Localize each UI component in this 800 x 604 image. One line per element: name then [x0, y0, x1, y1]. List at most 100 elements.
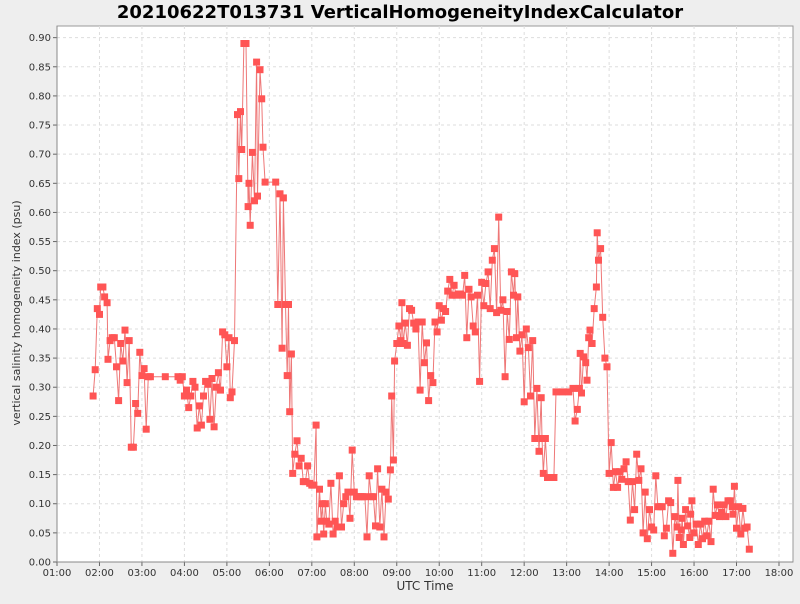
data-point [338, 523, 345, 531]
data-point [495, 213, 503, 221]
x-tick-label: 04:00 [170, 568, 199, 579]
x-tick-label: 08:00 [340, 568, 369, 579]
data-point [537, 394, 545, 402]
data-point [493, 309, 501, 317]
data-point [707, 538, 715, 546]
data-point [350, 488, 358, 496]
data-point [93, 305, 101, 313]
data-point [258, 95, 266, 103]
data-point [123, 379, 131, 387]
data-point [539, 469, 547, 477]
y-tick-label: 0.25 [29, 412, 51, 423]
data-point [313, 533, 321, 541]
data-point [522, 325, 530, 333]
data-point [429, 379, 437, 387]
data-point [132, 400, 140, 407]
data-point [662, 524, 670, 532]
data-point [389, 456, 397, 464]
data-point [713, 501, 721, 509]
data-point [686, 534, 694, 541]
data-point [238, 146, 246, 153]
data-point [185, 404, 193, 412]
data-point [580, 353, 588, 361]
data-point [276, 190, 284, 198]
data-point [595, 256, 602, 264]
data-point [134, 409, 142, 417]
data-point [180, 392, 188, 400]
data-point [511, 270, 519, 278]
data-point [499, 296, 507, 304]
data-point [278, 344, 286, 352]
y-tick-label: 0.80 [29, 91, 51, 102]
data-point [342, 493, 350, 501]
data-point [414, 318, 422, 326]
data-point [312, 421, 320, 429]
x-tick-label: 18:00 [765, 568, 794, 579]
data-point [221, 331, 229, 339]
data-point [96, 310, 103, 318]
data-point [605, 469, 613, 477]
data-point [674, 476, 682, 484]
data-point [372, 522, 379, 530]
data-point [535, 447, 543, 455]
data-point [398, 299, 406, 307]
grid-layer [56, 26, 793, 563]
data-point [433, 328, 441, 336]
data-point [599, 313, 607, 321]
data-point [735, 503, 743, 511]
data-point [467, 293, 475, 301]
data-point [646, 506, 653, 514]
data-point [677, 526, 685, 534]
data-point [582, 359, 590, 367]
y-tick-label: 0.45 [29, 295, 51, 306]
data-point [225, 334, 233, 342]
data-point [420, 359, 428, 367]
y-tick-label: 0.55 [29, 237, 51, 248]
data-point [709, 485, 717, 493]
data-point [510, 291, 517, 299]
data-point [121, 326, 129, 334]
data-point [737, 530, 745, 538]
data-point [248, 148, 256, 156]
data-point [682, 506, 690, 514]
data-point [325, 520, 333, 528]
data-point [575, 384, 583, 392]
data-point [660, 532, 668, 540]
data-point [235, 175, 243, 183]
x-tick-label: 06:00 [255, 568, 284, 579]
data-point [295, 462, 303, 470]
data-point [633, 450, 641, 458]
data-point [733, 524, 740, 532]
data-point [490, 245, 498, 253]
data-point [283, 372, 291, 380]
data-point [546, 474, 554, 481]
data-point [189, 377, 197, 385]
data-point [374, 465, 382, 473]
data-point [626, 516, 634, 524]
data-point [541, 435, 549, 442]
data-point [450, 281, 458, 289]
data-point [612, 468, 619, 476]
data-point [340, 500, 348, 508]
data-point [113, 363, 120, 371]
data-point [119, 357, 127, 365]
data-point [344, 488, 352, 496]
data-point [730, 482, 738, 490]
data-point [718, 509, 726, 516]
data-point [726, 497, 734, 505]
y-tick-label: 0.90 [29, 33, 51, 44]
data-point [643, 535, 651, 543]
data-point [110, 334, 118, 342]
data-point [125, 337, 133, 345]
data-point [291, 450, 299, 458]
data-point [484, 268, 492, 276]
data-point [142, 425, 150, 433]
data-point [573, 405, 581, 413]
data-point [117, 340, 125, 347]
data-point [91, 366, 99, 374]
data-point [622, 458, 630, 466]
data-point [705, 517, 713, 525]
data-point [588, 340, 596, 347]
data-point [701, 517, 709, 525]
data-point [129, 443, 137, 451]
